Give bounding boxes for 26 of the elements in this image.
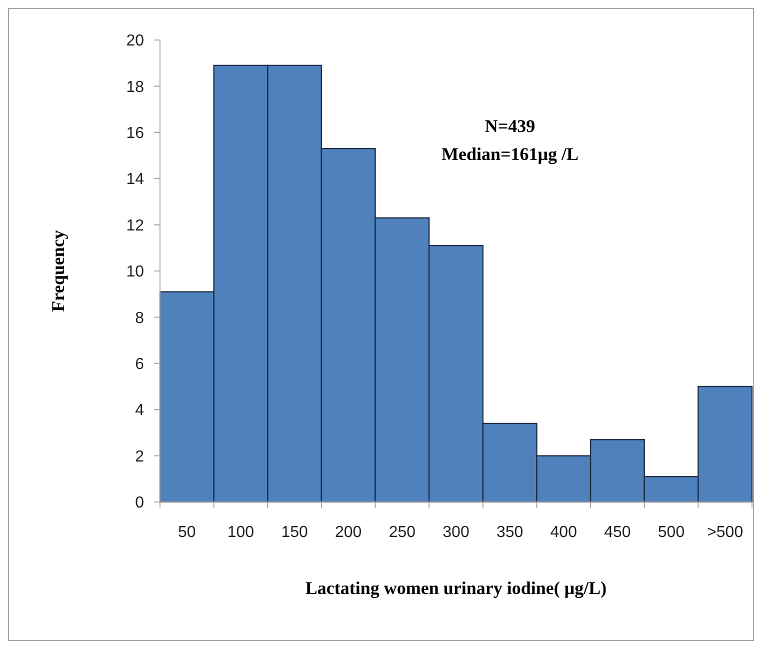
y-tick-label: 4 — [135, 402, 144, 420]
x-tick-label: 500 — [658, 524, 685, 541]
y-tick-label: 18 — [126, 78, 144, 96]
x-tick-label: 400 — [550, 524, 578, 541]
y-tick-label: 20 — [126, 32, 144, 50]
x-tick-label: 150 — [281, 524, 308, 541]
y-axis-title: Frequency — [48, 230, 68, 312]
x-tick-label: 250 — [388, 524, 416, 541]
x-tick-label: 200 — [335, 524, 362, 541]
y-tick-label: 0 — [135, 494, 144, 512]
x-axis-title: Lactating women urinary iodine( μg/L) — [305, 578, 607, 598]
y-tick-label: 8 — [135, 310, 144, 327]
y-tick-label: 12 — [126, 217, 144, 234]
y-tick-label: 6 — [135, 356, 144, 373]
x-tick-label: 300 — [442, 524, 470, 541]
annotation: Median=161μg /L — [442, 144, 578, 164]
x-tick-label: >500 — [707, 524, 744, 541]
x-tick-label: 450 — [604, 524, 631, 541]
y-tick-label: 14 — [126, 171, 144, 188]
y-tick-label: 2 — [135, 448, 144, 466]
x-tick-label: 50 — [178, 524, 196, 541]
y-tick-label: 10 — [126, 264, 144, 281]
x-tick-label: 100 — [227, 524, 254, 541]
annotation: N=439 — [484, 116, 536, 136]
y-tick-label: 16 — [126, 125, 144, 142]
x-tick-label: 350 — [496, 524, 524, 541]
